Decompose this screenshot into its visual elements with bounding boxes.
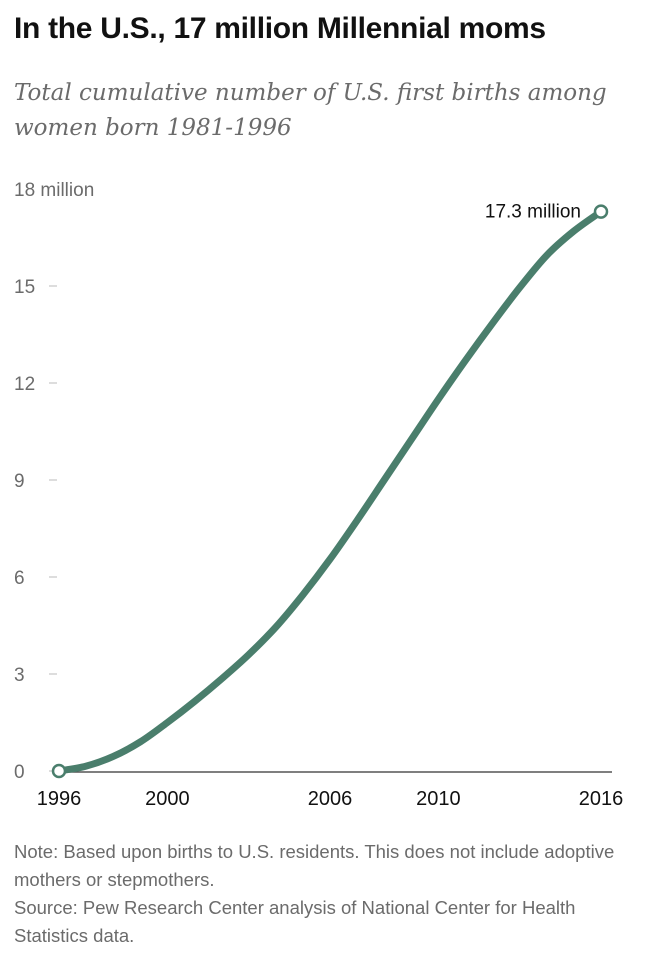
y-tick-label: 3 (14, 665, 25, 686)
y-tick-label: 0 (14, 762, 25, 783)
y-tick-label: 15 (14, 277, 35, 298)
annotation-layer: 17.3 million (485, 202, 581, 223)
chart-subtitle: Total cumulative number of U.S. first bi… (14, 80, 607, 141)
y-axis: 0 3 6 9 12 15 18 million (14, 180, 94, 783)
series-layer (51, 204, 609, 779)
y-tick-label: 6 (14, 568, 25, 589)
x-tick-label: 2000 (145, 788, 190, 810)
series-line (55, 208, 605, 775)
endpoint-marker (51, 763, 67, 779)
endpoint-marker (593, 204, 609, 219)
x-tick-label: 2010 (416, 788, 461, 810)
annotation-label: 17.3 million (485, 202, 581, 223)
chart-notes: Note: Based upon births to U.S. resident… (14, 838, 654, 950)
source-text: Source: Pew Research Center analysis of … (14, 897, 576, 946)
note-text: Note: Based upon births to U.S. resident… (14, 841, 615, 890)
y-tick-label: 18 million (14, 180, 94, 201)
x-tick-label: 1996 (37, 788, 82, 810)
y-tick-label: 12 (14, 374, 35, 395)
y-tick-label: 9 (14, 471, 25, 492)
x-tick-label: 2006 (308, 788, 353, 810)
x-axis: 1996 2000 2006 2010 2016 (37, 771, 624, 810)
chart-title: In the U.S., 17 million Millennial moms (14, 12, 546, 45)
x-tick-label: 2016 (579, 788, 624, 810)
